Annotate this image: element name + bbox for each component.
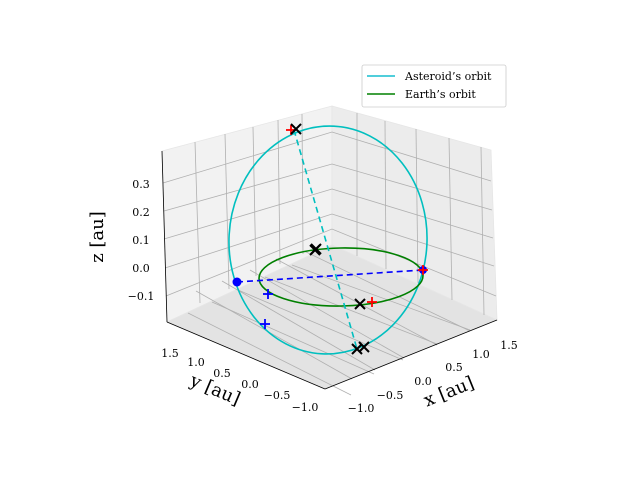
grid-line: [195, 290, 353, 380]
grid-line: [480, 146, 485, 316]
grid-line: [163, 188, 494, 240]
z-tick-label: −0.1: [128, 290, 155, 303]
earth-connector-dashed: [236, 269, 424, 283]
grid-line: [221, 280, 376, 371]
grid-line: [224, 133, 230, 290]
blue-plus-marker: [263, 289, 273, 299]
red-plus-marker: [418, 265, 428, 275]
x-tick-label: 1.0: [472, 348, 490, 361]
y-tick-label: −0.5: [264, 389, 291, 402]
grid-line: [252, 126, 257, 277]
x-tick-label: 0.5: [445, 361, 463, 374]
grid-line: [301, 113, 304, 255]
asteroid-connector-dashed: [293, 129, 358, 350]
red-plus-marker: [367, 297, 377, 307]
legend-label-asteroid: Asteroid’s orbit: [404, 70, 492, 83]
grid-line: [415, 128, 419, 284]
y-tick-label: 1.0: [187, 356, 205, 369]
grid-line: [194, 141, 201, 304]
x-tick-label: 1.5: [500, 339, 518, 352]
z-axis-label: z [au]: [87, 211, 108, 263]
y-tick-label: −1.0: [292, 401, 319, 414]
black-x-marker: [351, 343, 363, 355]
grid-line: [275, 258, 438, 346]
legend-box: [361, 64, 507, 108]
grid-line: [163, 163, 493, 212]
grid-line: [211, 301, 375, 375]
y-axis-line: [166, 321, 326, 390]
z-axis-line: [161, 150, 168, 323]
asteroid-orbit: [228, 125, 428, 355]
black-x-marker: [290, 123, 302, 135]
black-x-marker: [310, 243, 322, 255]
black-x-marker: [358, 341, 370, 353]
z-tick-label: 0.2: [132, 206, 150, 219]
z-tick-label: 0.1: [132, 234, 150, 247]
grid-line: [264, 276, 438, 345]
z-tick-label: 0.0: [132, 262, 150, 275]
black-x-marker: [354, 298, 366, 310]
grid-lines: [162, 113, 497, 396]
legend-label-earth: Earth’s orbit: [405, 88, 476, 101]
grid-line: [277, 119, 281, 265]
y-tick-label: 0.5: [213, 367, 231, 380]
x-tick-label: 0.0: [414, 375, 432, 388]
blue-plus-marker: [260, 319, 270, 329]
z-tick-label: 0.3: [132, 178, 150, 191]
earth-orbit: [258, 247, 424, 307]
y-tick-label: 1.5: [161, 347, 179, 360]
blue-dot-marker: [232, 277, 242, 287]
grid-line: [237, 289, 404, 361]
x-axis-line: [324, 319, 498, 390]
grid-line: [303, 250, 471, 332]
legend: Asteroid’s orbit Earth’s orbit: [361, 64, 507, 108]
grid-line: [249, 269, 405, 359]
x-tick-label: −0.5: [377, 389, 404, 402]
grid-line: [162, 131, 492, 184]
grid-line: [165, 228, 497, 297]
grid-line: [187, 312, 352, 396]
y-tick-label: 0.0: [241, 378, 259, 391]
x-tick-label: −1.0: [348, 402, 375, 415]
grid-line: [448, 137, 453, 301]
grid-line: [164, 213, 495, 269]
